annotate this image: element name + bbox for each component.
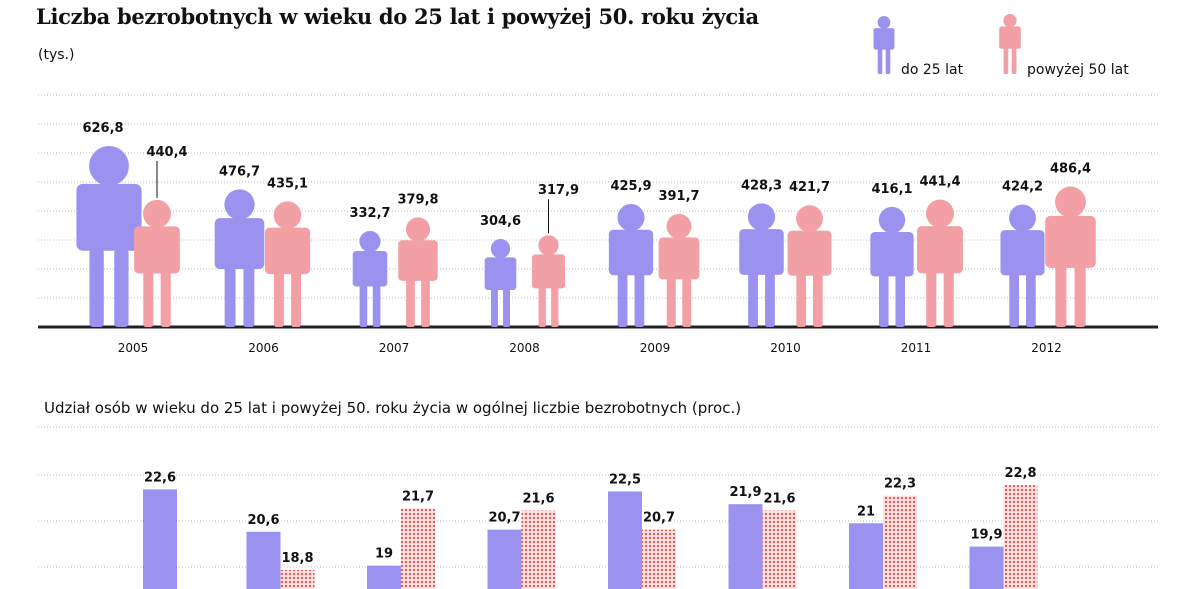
value-label: 486,4 xyxy=(1050,162,1091,177)
bar-powyzej-50-lat xyxy=(280,569,315,589)
x-tick-label: 2006 xyxy=(248,341,279,355)
value-label: 20,7 xyxy=(643,511,675,526)
person-powyzej-50-lat xyxy=(1045,186,1096,327)
person-do-25-lat xyxy=(739,203,784,327)
value-label: 435,1 xyxy=(267,176,308,191)
chart-title: Liczba bezrobotnych w wieku do 25 lat i … xyxy=(36,4,759,29)
person-powyzej-50-lat xyxy=(264,201,311,327)
value-label: 391,7 xyxy=(658,189,699,204)
unit-label: (tys.) xyxy=(38,47,75,63)
bar-do-25-lat xyxy=(487,529,522,589)
person-do-25-lat xyxy=(608,204,654,327)
bar-powyzej-50-lat xyxy=(642,529,676,589)
bar-do-25-lat xyxy=(367,565,401,589)
value-label: 317,9 xyxy=(538,183,579,198)
bar-do-25-lat xyxy=(608,491,642,589)
value-label: 21,7 xyxy=(402,489,434,504)
x-tick-label: 2010 xyxy=(770,341,801,355)
bar-do-25-lat xyxy=(849,523,883,589)
value-label: 416,1 xyxy=(871,182,912,197)
person-do-25-lat xyxy=(76,146,142,327)
value-label: 20,7 xyxy=(488,511,520,526)
bar-do-25-lat xyxy=(728,504,763,589)
bar-powyzej-50-lat xyxy=(883,495,917,589)
people-chart: 626,8 440,4 2005 476,7 435,1 2006 332,7 379,8 20… xyxy=(38,94,1158,355)
value-label: 21,9 xyxy=(729,485,761,500)
person-do-25-lat xyxy=(870,206,914,327)
value-label: 440,4 xyxy=(146,145,187,160)
legend-label-older: powyżej 50 lat xyxy=(1027,62,1129,78)
value-label: 21 xyxy=(857,504,875,519)
value-label: 428,3 xyxy=(741,178,782,193)
x-tick-label: 2009 xyxy=(640,341,671,355)
value-label: 425,9 xyxy=(610,179,651,194)
person-do-25-lat xyxy=(1000,204,1045,327)
person-do-25-lat xyxy=(214,189,265,327)
value-label: 476,7 xyxy=(219,164,260,179)
value-label: 424,2 xyxy=(1002,180,1043,195)
value-label: 20,6 xyxy=(247,513,279,528)
bar-do-25-lat xyxy=(143,489,177,589)
value-label: 22,6 xyxy=(144,470,176,485)
legend-person-young xyxy=(873,16,895,74)
x-tick-label: 2011 xyxy=(901,341,932,355)
value-label: 332,7 xyxy=(349,206,390,221)
value-label: 22,8 xyxy=(1004,466,1036,481)
value-label: 379,8 xyxy=(397,192,438,207)
bar-powyzej-50-lat xyxy=(762,510,797,589)
value-label: 626,8 xyxy=(82,121,123,136)
person-powyzej-50-lat xyxy=(531,235,566,327)
person-powyzej-50-lat xyxy=(134,199,180,327)
value-label: 19 xyxy=(375,547,393,562)
person-powyzej-50-lat xyxy=(398,217,438,327)
value-label: 22,3 xyxy=(884,477,916,492)
value-label: 304,6 xyxy=(480,214,521,229)
bar-do-25-lat xyxy=(246,531,281,589)
person-powyzej-50-lat xyxy=(787,205,832,327)
bar-powyzej-50-lat xyxy=(401,508,435,589)
bar-do-25-lat xyxy=(969,546,1004,589)
legend-label-young: do 25 lat xyxy=(901,62,964,78)
value-label: 19,9 xyxy=(970,528,1002,543)
value-label: 21,6 xyxy=(763,492,795,507)
x-tick-label: 2007 xyxy=(379,341,410,355)
legend-person-older xyxy=(999,14,1021,74)
person-powyzej-50-lat xyxy=(658,213,700,327)
bar-powyzej-50-lat xyxy=(1003,485,1038,589)
x-tick-label: 2005 xyxy=(118,341,149,355)
person-powyzej-50-lat xyxy=(917,199,963,327)
x-tick-label: 2008 xyxy=(509,341,540,355)
value-label: 18,8 xyxy=(281,551,313,566)
person-do-25-lat xyxy=(352,230,388,327)
legend-person-icon-older xyxy=(999,14,1021,74)
person-do-25-lat xyxy=(484,239,517,327)
x-tick-label: 2012 xyxy=(1031,341,1062,355)
value-label: 441,4 xyxy=(919,175,960,190)
value-label: 22,5 xyxy=(609,472,641,487)
legend-person-icon-young xyxy=(873,16,895,74)
value-label: 21,6 xyxy=(522,492,554,507)
bar-powyzej-50-lat xyxy=(521,510,556,589)
value-label: 421,7 xyxy=(789,180,830,195)
subtitle: Udział osób w wieku do 25 lat i powyżej … xyxy=(44,399,742,417)
